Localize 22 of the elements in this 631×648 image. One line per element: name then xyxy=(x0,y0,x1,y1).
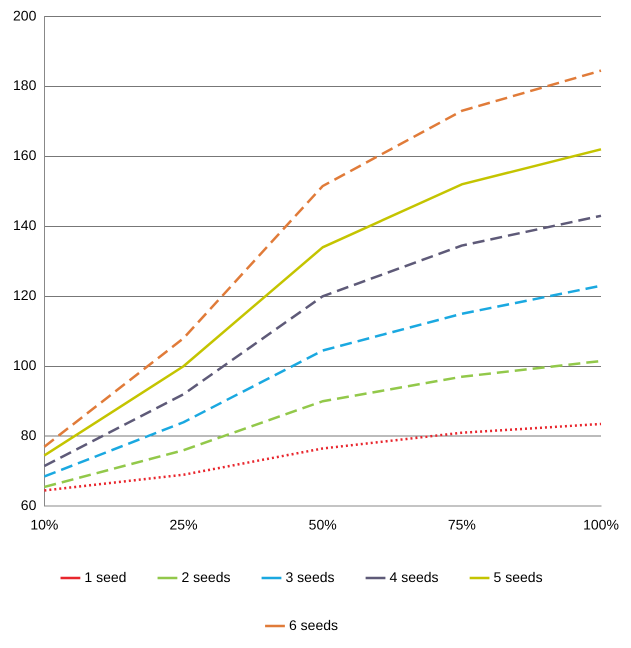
y-tick-label: 140 xyxy=(13,217,37,234)
y-tick-label: 100 xyxy=(13,357,37,374)
x-tick-label: 25% xyxy=(170,516,198,532)
y-tick-label: 120 xyxy=(13,287,37,304)
y-tick-label: 160 xyxy=(13,147,37,164)
legend-label: 5 seeds xyxy=(494,568,543,585)
line-series xyxy=(43,214,602,468)
legend-label: 4 seeds xyxy=(390,568,439,585)
x-tick-label: 50% xyxy=(308,516,337,532)
legend-label: 6 seeds xyxy=(288,616,338,633)
legend-label: 3 seeds xyxy=(285,568,335,585)
line-series xyxy=(43,69,602,448)
y-tick-label: 180 xyxy=(13,77,37,94)
y-tick-label: 200 xyxy=(13,7,37,24)
legend-label: 1 seed xyxy=(84,568,126,585)
x-tick-label: 100% xyxy=(583,516,619,532)
line-series xyxy=(43,422,602,492)
y-tick-label: 60 xyxy=(20,497,37,514)
legend-label: 2 seeds xyxy=(181,568,230,585)
y-tick-label: 80 xyxy=(20,427,37,444)
x-tick-label: 75% xyxy=(448,516,476,532)
x-tick-label: 10% xyxy=(30,516,58,532)
